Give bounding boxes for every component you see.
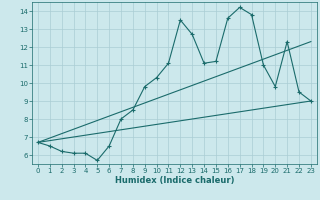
X-axis label: Humidex (Indice chaleur): Humidex (Indice chaleur)	[115, 176, 234, 185]
